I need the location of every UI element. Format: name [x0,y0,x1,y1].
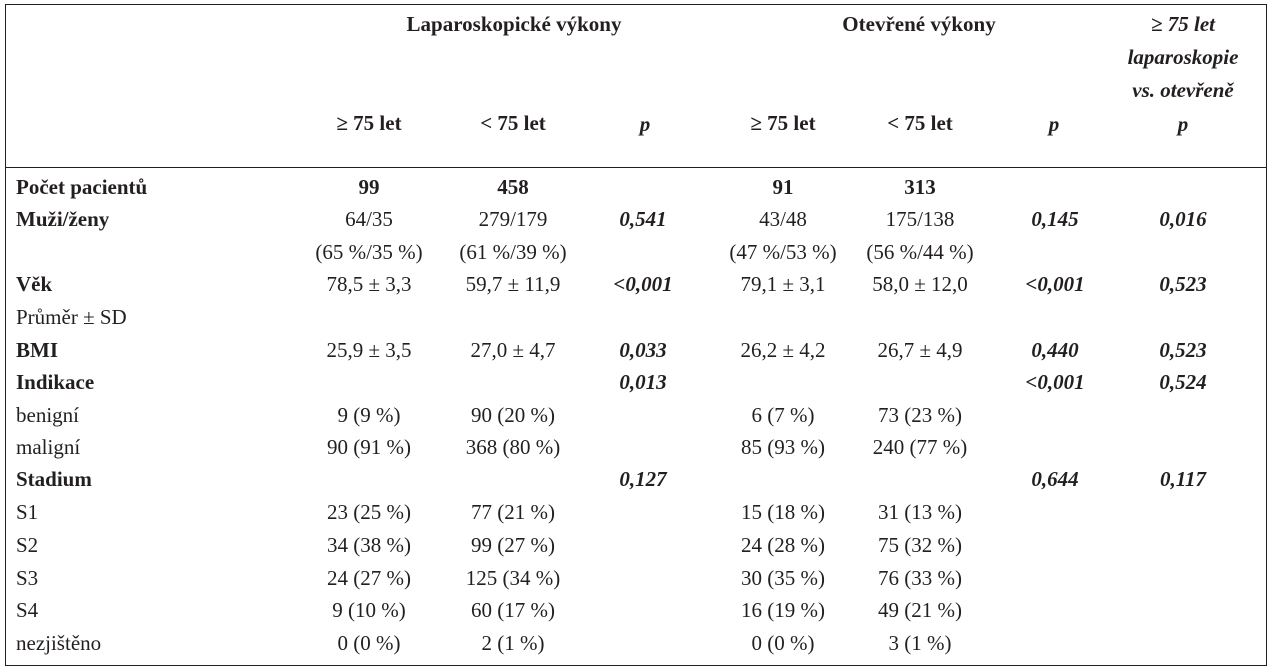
cell-lap-p: <0,001 [613,272,673,296]
cell-open-p: 0,145 [1031,207,1079,231]
row-label: S4 [16,598,39,622]
cell-lap-lt75: 368 (80 %) [465,435,561,459]
cell-lap-lt75: 60 (17 %) [471,598,555,622]
cell-lap-lt75: 458 [497,175,529,199]
cell-open-lt75: 26,7 ± 4,9 [877,338,963,362]
cell-open-ge75: 91 [772,175,794,199]
row-label: Věk [16,272,53,296]
cell-open-ge75: 43/48 [759,207,807,231]
cell-open-lt75: 240 (77 %) [872,435,968,459]
row-label: Indikace [16,370,95,394]
cell-open-ge75: 16 (19 %) [741,598,825,622]
group-header-open: Otevřené výkony [842,12,996,36]
cell-lap-ge75: 25,9 ± 3,5 [326,338,412,362]
cell-open-lt75: 313 [904,175,936,199]
subheader-lap-lt75: < 75 let [480,111,546,135]
cell-lap-ge75: 99 [358,175,380,199]
cell-open-lt75: 75 (32 %) [878,533,962,557]
cell-open-p: 0,644 [1031,467,1079,491]
subheader-open-lt75: < 75 let [887,111,953,135]
cell-lap-lt75: 2 (1 %) [481,631,545,655]
row-label: S2 [16,533,39,557]
row-label: maligní [16,435,81,459]
cell-lap-lt75: 99 (27 %) [471,533,555,557]
row-label: Průměr ± SD [16,305,127,329]
cell-lap-ge75: 9 (10 %) [332,598,406,622]
table-frame [5,4,1267,666]
cell-comp-p: 0,523 [1159,338,1207,362]
subheader-open-p: p [1048,112,1060,136]
cell-open-lt75: 3 (1 %) [888,631,952,655]
row-label: nezjištěno [16,631,102,655]
subheader-lap-p: p [639,112,651,136]
cell-lap-lt75: 59,7 ± 11,9 [465,272,561,296]
cell-lap-ge75: 23 (25 %) [327,500,411,524]
cell-open-ge75: 79,1 ± 3,1 [740,272,826,296]
cell-open-ge75: 85 (93 %) [741,435,825,459]
cell-open-lt75: 76 (33 %) [878,566,962,590]
cell-lap-ge75: 78,5 ± 3,3 [326,272,412,296]
cell-lap-ge75: 0 (0 %) [337,631,401,655]
cell-comp-p: 0,524 [1159,370,1207,394]
cell-lap-lt75: (61 %/39 %) [459,240,567,264]
comparison-header-p: p [1177,112,1189,136]
cell-open-ge75: 0 (0 %) [751,631,815,655]
row-label: Stadium [16,467,92,491]
cell-lap-lt75: 77 (21 %) [471,500,555,524]
cell-open-lt75: 73 (23 %) [878,403,962,427]
cell-lap-lt75: 27,0 ± 4,7 [470,338,556,362]
subheader-lap-ge75: ≥ 75 let [336,111,402,135]
subheader-open-ge75: ≥ 75 let [750,111,816,135]
cell-comp-p: 0,016 [1159,207,1207,231]
cell-open-p: <0,001 [1025,370,1085,394]
cell-open-lt75: (56 %/44 %) [866,240,974,264]
row-label: benigní [16,403,79,427]
row-label: Počet pacientů [16,175,148,199]
cell-lap-ge75: (65 %/35 %) [315,240,423,264]
cell-open-ge75: 24 (28 %) [741,533,825,557]
cell-open-p: 0,440 [1031,338,1079,362]
row-label: Muži/ženy [16,207,110,231]
cell-open-ge75: 6 (7 %) [751,403,815,427]
cell-open-ge75: 15 (18 %) [741,500,825,524]
cell-lap-p: 0,013 [619,370,667,394]
cell-lap-ge75: 34 (38 %) [327,533,411,557]
cell-lap-p: 0,127 [619,467,667,491]
cell-open-ge75: (47 %/53 %) [729,240,837,264]
comparison-header-line-2: laparoskopie [1127,45,1239,69]
comparison-header-line-3: vs. otevřeně [1132,78,1234,102]
cell-lap-ge75: 9 (9 %) [337,403,401,427]
cell-lap-lt75: 90 (20 %) [471,403,555,427]
cell-lap-ge75: 90 (91 %) [327,435,411,459]
cell-open-lt75: 49 (21 %) [878,598,962,622]
cell-lap-ge75: 24 (27 %) [327,566,411,590]
cell-lap-lt75: 125 (34 %) [465,566,561,590]
cell-lap-ge75: 64/35 [345,207,393,231]
header-divider [5,167,1267,168]
cell-lap-p: 0,033 [619,338,667,362]
cell-lap-lt75: 279/179 [478,207,548,231]
cell-open-ge75: 26,2 ± 4,2 [740,338,826,362]
cell-open-lt75: 175/138 [885,207,955,231]
cell-open-lt75: 58,0 ± 12,0 [872,272,968,296]
cell-open-ge75: 30 (35 %) [741,566,825,590]
row-label: BMI [16,338,58,362]
cell-comp-p: 0,117 [1159,467,1207,491]
group-header-laparoscopic: Laparoskopické výkony [406,12,622,36]
row-label: S3 [16,566,39,590]
cell-open-lt75: 31 (13 %) [878,500,962,524]
cell-comp-p: 0,523 [1159,272,1207,296]
row-label: S1 [16,500,39,524]
comparison-header-line-1: ≥ 75 let [1150,12,1216,36]
cell-open-p: <0,001 [1025,272,1085,296]
cell-lap-p: 0,541 [619,207,667,231]
